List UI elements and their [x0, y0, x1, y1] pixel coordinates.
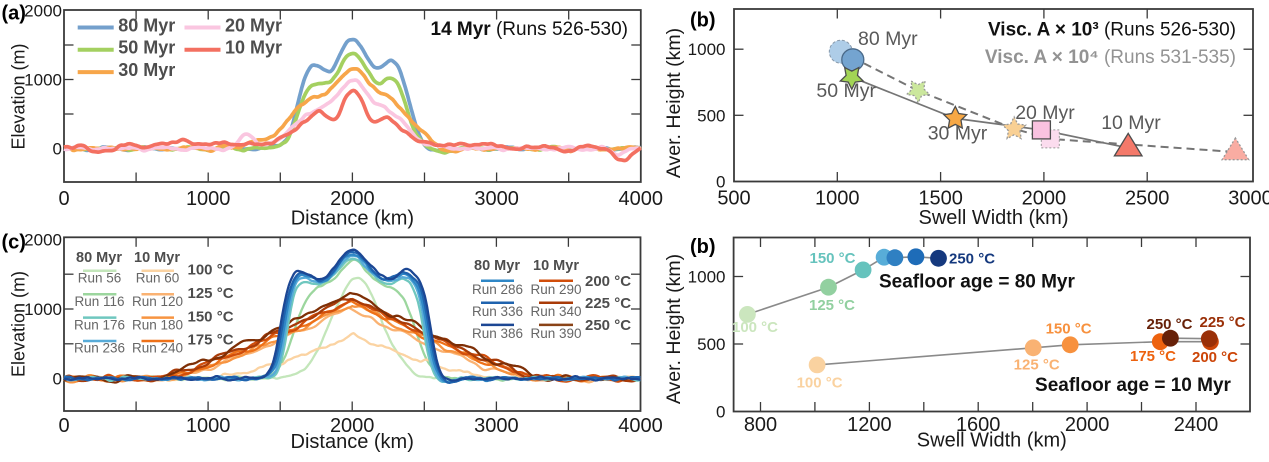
svg-text:0: 0 — [53, 140, 62, 159]
svg-text:Seafloor age = 80 Myr: Seafloor age = 80 Myr — [879, 272, 1075, 293]
svg-text:80 Myr: 80 Myr — [474, 258, 520, 274]
svg-text:Swell Width (km): Swell Width (km) — [918, 207, 1068, 229]
svg-text:Visc. A × 10³ (Runs 526-530): Visc. A × 10³ (Runs 526-530) — [988, 20, 1236, 41]
svg-text:1000: 1000 — [688, 40, 726, 59]
svg-text:250 °C: 250 °C — [1146, 316, 1192, 333]
svg-text:0: 0 — [716, 403, 725, 422]
svg-text:800: 800 — [744, 414, 777, 436]
svg-text:250 °C: 250 °C — [949, 251, 995, 268]
svg-text:200 °C: 200 °C — [585, 273, 631, 290]
svg-text:10 Myr: 10 Myr — [225, 38, 282, 58]
svg-text:Run 336: Run 336 — [472, 304, 523, 319]
svg-text:3000: 3000 — [474, 415, 519, 437]
svg-text:30 Myr: 30 Myr — [928, 123, 988, 145]
svg-text:150 °C: 150 °C — [809, 250, 855, 267]
svg-text:100 °C: 100 °C — [732, 319, 778, 336]
svg-text:(c): (c) — [2, 232, 26, 254]
svg-text:250 °C: 250 °C — [585, 317, 631, 334]
svg-text:Distance (km): Distance (km) — [291, 431, 414, 453]
svg-text:150 °C: 150 °C — [1046, 321, 1092, 338]
svg-text:125 °C: 125 °C — [1014, 357, 1060, 374]
svg-text:30 Myr: 30 Myr — [118, 60, 175, 80]
svg-text:Run 180: Run 180 — [132, 317, 183, 332]
svg-text:225 °C: 225 °C — [1199, 314, 1245, 331]
svg-text:10 Myr: 10 Myr — [134, 250, 180, 266]
svg-text:1000: 1000 — [186, 415, 231, 437]
svg-text:Seafloor age = 10 Myr: Seafloor age = 10 Myr — [1035, 375, 1231, 396]
svg-text:2000: 2000 — [24, 231, 62, 250]
svg-text:125 °C: 125 °C — [188, 285, 234, 302]
svg-text:Swell Width (km): Swell Width (km) — [917, 430, 1067, 452]
svg-text:14 Myr (Runs 526-530): 14 Myr (Runs 526-530) — [431, 19, 629, 40]
svg-text:Run 286: Run 286 — [472, 282, 523, 297]
svg-text:Visc. A × 10⁴ (Runs 531-535): Visc. A × 10⁴ (Runs 531-535) — [985, 47, 1236, 68]
svg-text:1000: 1000 — [688, 268, 726, 287]
svg-text:3000: 3000 — [474, 188, 519, 210]
svg-text:Run 60: Run 60 — [136, 271, 180, 286]
svg-text:20 Myr: 20 Myr — [225, 15, 282, 35]
svg-text:2000: 2000 — [330, 188, 375, 210]
svg-text:0: 0 — [58, 415, 69, 437]
svg-text:20 Myr: 20 Myr — [1015, 102, 1075, 124]
svg-text:1500: 1500 — [918, 188, 963, 210]
svg-text:0: 0 — [716, 173, 725, 192]
svg-text:2400: 2400 — [1174, 414, 1219, 436]
svg-text:(b): (b) — [690, 236, 716, 258]
svg-text:0: 0 — [53, 370, 62, 389]
svg-text:4000: 4000 — [619, 188, 664, 210]
svg-text:3000: 3000 — [1228, 188, 1269, 210]
svg-text:Run 390: Run 390 — [530, 326, 581, 341]
svg-text:Aver. Height (km): Aver. Height (km) — [663, 254, 685, 404]
svg-text:500: 500 — [717, 188, 750, 210]
svg-text:500: 500 — [697, 335, 725, 354]
svg-text:2000: 2000 — [1065, 414, 1110, 436]
svg-text:Elevation (m): Elevation (m) — [9, 43, 29, 149]
svg-text:2000: 2000 — [330, 415, 375, 437]
svg-text:0: 0 — [58, 188, 69, 210]
svg-text:50 Myr: 50 Myr — [816, 80, 876, 102]
svg-text:4000: 4000 — [618, 415, 663, 437]
svg-text:1000: 1000 — [186, 188, 231, 210]
svg-text:(a): (a) — [2, 3, 26, 25]
svg-text:100 °C: 100 °C — [797, 375, 843, 392]
svg-text:150 °C: 150 °C — [188, 308, 234, 325]
svg-text:10 Myr: 10 Myr — [1101, 112, 1161, 134]
svg-text:10 Myr: 10 Myr — [533, 258, 579, 274]
svg-text:1000: 1000 — [815, 188, 860, 210]
svg-text:80 Myr: 80 Myr — [118, 15, 175, 35]
svg-text:125 °C: 125 °C — [809, 297, 855, 314]
svg-text:50 Myr: 50 Myr — [118, 38, 175, 58]
svg-text:1000: 1000 — [24, 300, 62, 319]
svg-text:Run 176: Run 176 — [74, 317, 125, 332]
svg-text:2000: 2000 — [24, 2, 62, 21]
svg-text:1600: 1600 — [956, 414, 1001, 436]
svg-text:Run 240: Run 240 — [132, 341, 183, 356]
svg-text:80 Myr: 80 Myr — [76, 250, 122, 266]
svg-text:Run 56: Run 56 — [78, 271, 122, 286]
svg-text:80 Myr: 80 Myr — [858, 28, 918, 50]
svg-text:Aver. Height (km): Aver. Height (km) — [663, 28, 685, 178]
svg-text:500: 500 — [697, 106, 725, 125]
svg-text:100 °C: 100 °C — [188, 262, 234, 279]
svg-text:(b): (b) — [690, 10, 716, 32]
svg-text:Distance (km): Distance (km) — [291, 208, 414, 230]
svg-text:Elevation (m): Elevation (m) — [9, 271, 29, 377]
svg-text:2500: 2500 — [1125, 188, 1170, 210]
svg-text:175 °C: 175 °C — [188, 332, 234, 349]
svg-text:1000: 1000 — [24, 71, 62, 90]
svg-text:Run 116: Run 116 — [74, 294, 124, 309]
svg-text:Run 386: Run 386 — [472, 326, 523, 341]
svg-text:Run 340: Run 340 — [530, 304, 581, 319]
svg-text:200 °C: 200 °C — [1192, 349, 1238, 366]
svg-text:175 °C: 175 °C — [1130, 348, 1176, 365]
svg-text:1200: 1200 — [847, 414, 892, 436]
svg-text:Run 236: Run 236 — [74, 341, 125, 356]
svg-text:2000: 2000 — [1022, 188, 1067, 210]
svg-text:225 °C: 225 °C — [585, 295, 631, 312]
svg-text:Run 120: Run 120 — [132, 294, 183, 309]
svg-text:Run 290: Run 290 — [530, 282, 581, 297]
